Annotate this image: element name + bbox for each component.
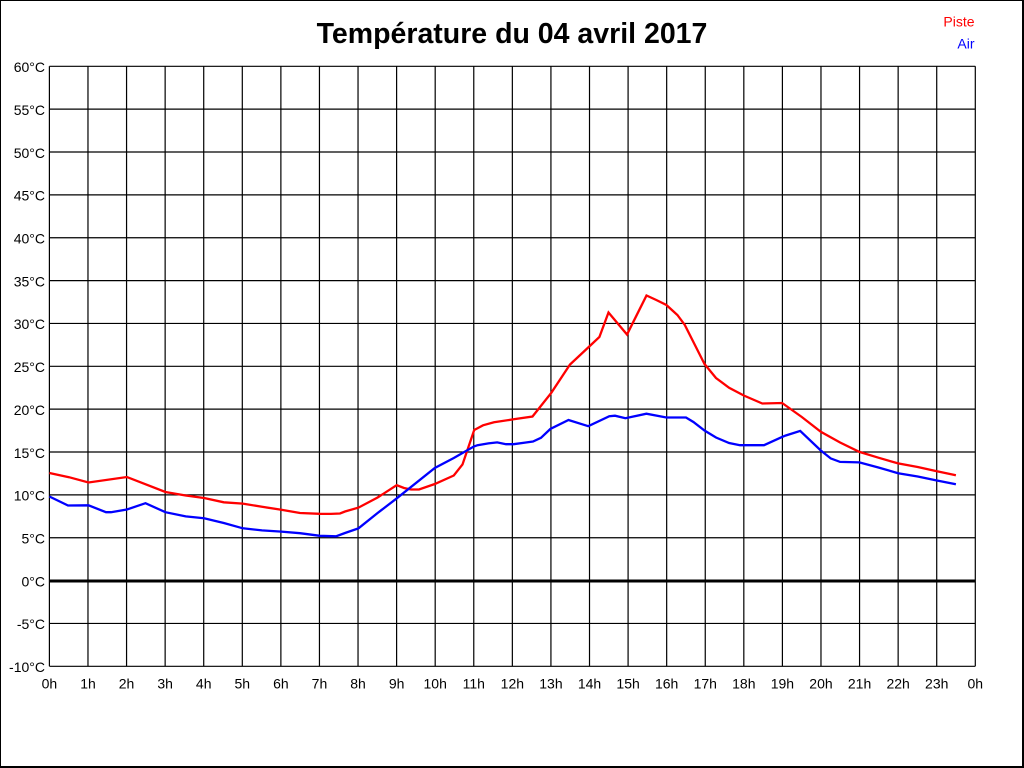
- svg-text:4h: 4h: [196, 676, 212, 692]
- svg-text:15°C: 15°C: [14, 445, 45, 461]
- svg-text:17h: 17h: [694, 676, 717, 692]
- svg-text:30°C: 30°C: [14, 316, 45, 332]
- svg-text:7h: 7h: [312, 676, 328, 692]
- svg-text:13h: 13h: [539, 676, 562, 692]
- svg-text:3h: 3h: [157, 676, 173, 692]
- svg-text:Piste: Piste: [943, 14, 974, 30]
- svg-text:6h: 6h: [273, 676, 289, 692]
- svg-text:23h: 23h: [925, 676, 948, 692]
- svg-text:18h: 18h: [732, 676, 755, 692]
- svg-text:8h: 8h: [350, 676, 366, 692]
- svg-text:50°C: 50°C: [14, 145, 45, 161]
- svg-text:12h: 12h: [501, 676, 524, 692]
- svg-text:11h: 11h: [463, 676, 485, 692]
- svg-text:0h: 0h: [968, 676, 984, 692]
- svg-text:15h: 15h: [616, 676, 639, 692]
- svg-text:19h: 19h: [771, 676, 794, 692]
- svg-text:5h: 5h: [235, 676, 251, 692]
- svg-text:0°C: 0°C: [22, 573, 46, 589]
- svg-text:40°C: 40°C: [14, 231, 45, 247]
- svg-text:2h: 2h: [119, 676, 135, 692]
- svg-text:1h: 1h: [80, 676, 96, 692]
- svg-text:10°C: 10°C: [14, 488, 45, 504]
- svg-text:9h: 9h: [389, 676, 405, 692]
- svg-text:0h: 0h: [42, 676, 58, 692]
- svg-text:20h: 20h: [809, 676, 832, 692]
- svg-text:35°C: 35°C: [14, 273, 45, 289]
- svg-text:Température du 04 avril 2017: Température du 04 avril 2017: [317, 18, 708, 50]
- svg-text:Air: Air: [957, 36, 974, 52]
- svg-text:25°C: 25°C: [14, 359, 45, 375]
- svg-text:45°C: 45°C: [14, 188, 45, 204]
- svg-text:21h: 21h: [848, 676, 871, 692]
- svg-text:10h: 10h: [424, 676, 447, 692]
- svg-text:60°C: 60°C: [14, 59, 45, 75]
- svg-text:14h: 14h: [578, 676, 601, 692]
- svg-text:5°C: 5°C: [22, 531, 46, 547]
- svg-text:22h: 22h: [886, 676, 909, 692]
- svg-text:-5°C: -5°C: [17, 616, 45, 632]
- svg-text:55°C: 55°C: [14, 102, 45, 118]
- svg-text:-10°C: -10°C: [9, 659, 45, 675]
- svg-text:16h: 16h: [655, 676, 678, 692]
- svg-text:20°C: 20°C: [14, 402, 45, 418]
